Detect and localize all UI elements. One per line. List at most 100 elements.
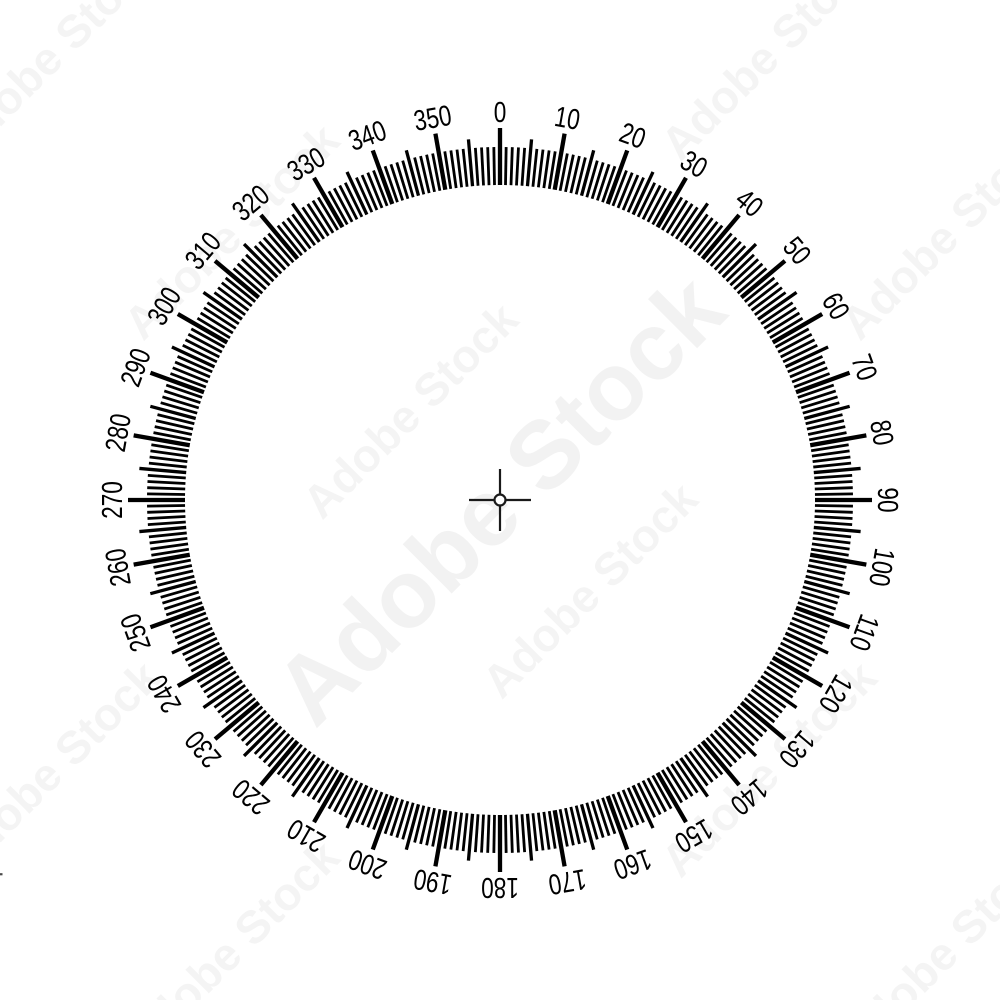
- tick-minor: [276, 224, 303, 257]
- tick-minor: [760, 674, 794, 699]
- tick-major: [149, 370, 205, 395]
- tick-minor: [558, 808, 569, 847]
- tick-minor: [684, 213, 709, 246]
- tick-medium: [149, 404, 197, 421]
- tick-major: [370, 795, 395, 851]
- tick-minor: [769, 316, 804, 339]
- tick-minor: [443, 810, 453, 849]
- tick-minor: [372, 169, 389, 207]
- tick-minor: [766, 665, 801, 689]
- tick-minor: [199, 665, 234, 689]
- tick-minor: [217, 286, 250, 312]
- tick-minor: [793, 372, 831, 389]
- tick-minor: [383, 797, 399, 835]
- tick-medium: [803, 404, 851, 421]
- tick-minor: [338, 184, 359, 220]
- tick-major: [259, 739, 300, 787]
- tick-minor: [787, 626, 824, 645]
- tick-minor: [151, 547, 190, 557]
- tick-major: [739, 700, 787, 741]
- tick-minor: [750, 688, 783, 714]
- tick-minor: [814, 515, 853, 520]
- tick-minor: [245, 717, 275, 747]
- dial-label-130: 130: [772, 724, 822, 774]
- dial-label-200: 200: [344, 842, 391, 886]
- tick-minor: [717, 725, 747, 755]
- tick-minor: [401, 802, 415, 840]
- tick-minor: [802, 401, 840, 415]
- tick-major: [176, 655, 229, 688]
- tick-medium: [404, 149, 421, 197]
- tick-minor: [153, 558, 192, 569]
- tick-minor: [688, 750, 714, 783]
- tick-minor: [217, 688, 250, 714]
- tick-minor: [224, 697, 257, 724]
- tick-minor: [455, 812, 464, 851]
- tick-minor: [262, 733, 291, 764]
- tick-major: [771, 312, 824, 345]
- tick-minor: [206, 301, 240, 326]
- tick-minor: [147, 509, 186, 514]
- tick-minor: [780, 338, 816, 359]
- tick-medium: [679, 202, 709, 243]
- tick-minor: [814, 492, 853, 496]
- dial-label-310: 310: [178, 225, 228, 275]
- tick-minor: [692, 220, 719, 253]
- tick-minor: [808, 558, 847, 569]
- dial-label-260: 260: [98, 546, 137, 589]
- tick-minor: [286, 217, 312, 250]
- tick-minor: [311, 766, 335, 801]
- dial-label-0: 0: [494, 95, 507, 128]
- tick-minor: [190, 327, 226, 349]
- tick-minor: [473, 814, 480, 853]
- tick-minor: [769, 661, 804, 684]
- tick-minor: [670, 763, 694, 797]
- tick-minor: [343, 182, 364, 218]
- tick-minor: [431, 153, 442, 192]
- tick-minor: [176, 626, 213, 645]
- tick-minor: [182, 343, 218, 364]
- tick-medium: [757, 291, 798, 321]
- tick-major: [312, 176, 345, 229]
- tick-minor: [661, 196, 684, 231]
- tick-minor: [172, 366, 209, 384]
- tick-minor: [461, 813, 469, 852]
- dial-label-230: 230: [178, 724, 228, 774]
- tick-minor: [641, 780, 662, 816]
- tick-minor: [327, 774, 349, 810]
- tick-minor: [419, 155, 431, 194]
- tick-minor: [149, 455, 188, 464]
- tick-minor: [814, 480, 853, 485]
- tick-minor: [240, 713, 271, 742]
- tick-minor: [558, 153, 569, 192]
- tick-minor: [147, 492, 186, 496]
- tick-minor: [705, 232, 733, 264]
- tick-minor: [717, 245, 747, 275]
- tick-minor: [147, 486, 186, 491]
- tick-minor: [743, 276, 776, 303]
- tick-minor: [800, 395, 838, 410]
- tick-major: [312, 771, 345, 824]
- tick-minor: [147, 520, 186, 527]
- tick-minor: [747, 281, 780, 308]
- tick-minor: [709, 236, 738, 267]
- tick-minor: [807, 425, 846, 436]
- tick-minor: [157, 413, 195, 426]
- tick-major: [739, 259, 787, 300]
- dial-label-120: 120: [812, 669, 860, 718]
- tick-minor: [806, 419, 845, 431]
- tick-minor: [805, 413, 843, 426]
- center-crosshair-icon: [469, 469, 531, 531]
- tick-major: [700, 213, 741, 261]
- tick-minor: [449, 811, 458, 850]
- tick-minor: [245, 253, 275, 283]
- tick-minor: [814, 509, 853, 514]
- tick-minor: [531, 813, 539, 852]
- tick-medium: [202, 291, 243, 321]
- tick-minor: [236, 262, 267, 291]
- tick-minor: [203, 670, 237, 694]
- dial-label-60: 60: [815, 287, 857, 326]
- tick-minor: [281, 747, 308, 780]
- tick-minor: [343, 782, 364, 818]
- dial-label-210: 210: [281, 812, 330, 860]
